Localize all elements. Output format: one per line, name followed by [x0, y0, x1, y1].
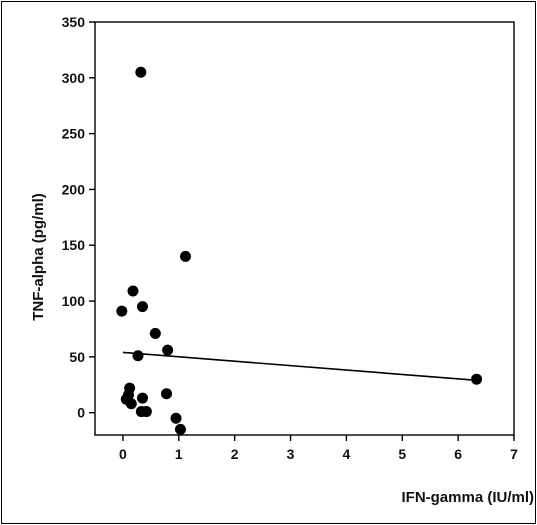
data-point: [174, 423, 186, 435]
plot-area-frame: [94, 21, 515, 436]
x-tick-label: 5: [398, 446, 406, 462]
x-tick-label: 7: [510, 446, 518, 462]
data-point: [127, 285, 139, 297]
data-point: [136, 301, 148, 313]
x-tick-label: 0: [119, 446, 127, 462]
x-axis-title: IFN-gamma (IU/ml): [401, 489, 534, 506]
y-tick-label: 0: [77, 405, 85, 421]
plot-layer: 0 50 100 150 200 250 300 350 0 1 2 3 4 5 6 7: [62, 14, 518, 462]
y-tick-label: 350: [62, 14, 86, 30]
data-point: [140, 406, 152, 418]
x-tick-label: 3: [287, 446, 295, 462]
y-tick-label: 100: [62, 293, 86, 309]
y-tick-label: 300: [62, 70, 86, 86]
data-point: [136, 392, 148, 404]
data-point: [116, 305, 128, 317]
data-point: [471, 373, 483, 385]
x-tick-label: 1: [175, 446, 183, 462]
y-tick-label: 50: [69, 349, 85, 365]
data-point: [135, 66, 147, 78]
data-point: [132, 350, 144, 362]
data-point: [125, 398, 137, 410]
y-tick-label: 200: [62, 181, 86, 197]
data-point: [161, 388, 173, 400]
x-tick-label: 2: [231, 446, 239, 462]
y-tick-label: 150: [62, 237, 86, 253]
y-tick-label: 250: [62, 126, 86, 142]
regression-line: [122, 351, 477, 382]
data-point: [180, 250, 192, 262]
x-tick-label: 4: [343, 446, 351, 462]
data-point: [162, 344, 174, 356]
y-axis-title: TNF-alpha (pg/ml): [30, 193, 47, 321]
x-tick-label: 6: [454, 446, 462, 462]
data-point: [170, 412, 182, 424]
data-point: [149, 327, 161, 339]
